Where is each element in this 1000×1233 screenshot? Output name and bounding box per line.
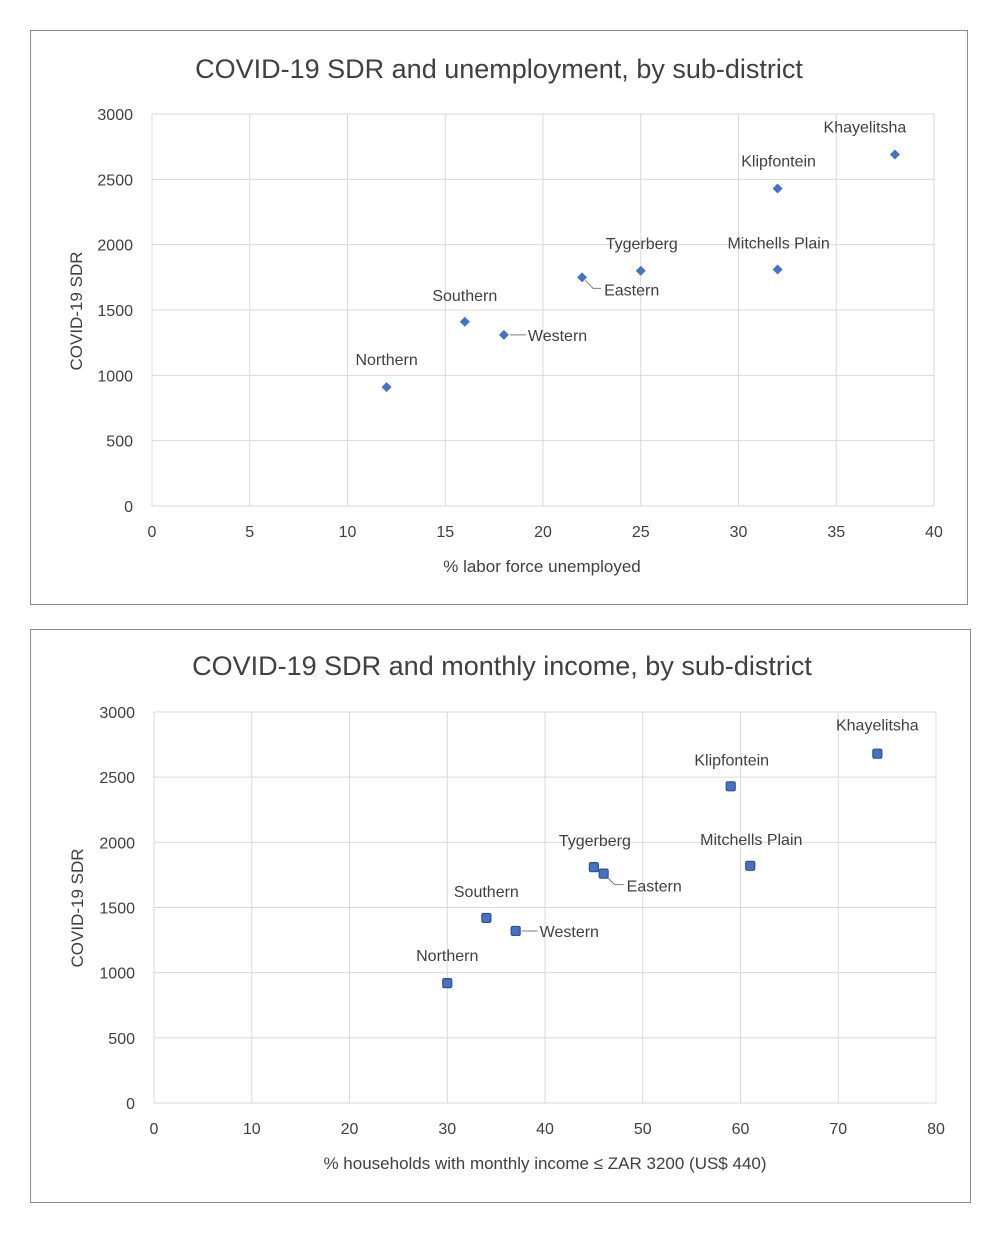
x-tick-label: 80 [927, 1121, 945, 1138]
x-tick-label: 40 [536, 1121, 554, 1138]
data-point-marker [459, 316, 470, 327]
scatter-chart-income: 0 10 20 30 40 50 60 70 80 0 500 1000 1500 2000 2500 300… [68, 651, 945, 1173]
x-tick-label: 5 [245, 524, 254, 541]
data-point-label: Mitchells Plain [700, 832, 802, 849]
x-tick-label: 35 [827, 524, 845, 541]
data-point-marker [772, 183, 783, 194]
data-point-marker [598, 868, 609, 879]
label-leader-line [584, 279, 602, 289]
y-tick-label: 2500 [99, 770, 135, 787]
data-point-label: Eastern [627, 879, 682, 896]
y-tick-label: 500 [108, 1031, 135, 1048]
x-axis-label: % labor force unemployed [443, 557, 641, 576]
data-point-marker [381, 382, 392, 393]
x-tick-label: 20 [341, 1121, 359, 1138]
x-tick-label: 0 [150, 1121, 159, 1138]
y-tick-label: 1000 [99, 966, 135, 983]
x-tick-label: 10 [339, 524, 357, 541]
x-tick-label: 30 [438, 1121, 456, 1138]
data-point-marker [442, 977, 453, 989]
x-tick-label: 30 [730, 524, 748, 541]
x-tick-label: 25 [632, 524, 650, 541]
data-point-marker [872, 748, 883, 759]
data-point-marker [745, 860, 756, 871]
chart-title: COVID-19 SDR and monthly income, by sub-… [192, 651, 812, 681]
data-point-label: Khayelitsha [824, 120, 907, 137]
data-point-label: Tygerberg [606, 236, 678, 253]
data-point-label: Northern [355, 352, 417, 369]
data-point-label: Southern [454, 884, 519, 901]
data-point-label: Mitchells Plain [727, 235, 829, 252]
data-point-label: Klipfontein [741, 153, 816, 170]
x-tick-label: 50 [634, 1121, 652, 1138]
y-tick-label: 3000 [97, 107, 133, 124]
y-tick-label: 2000 [99, 835, 135, 852]
data-point-marker [498, 329, 509, 340]
data-point-marker [725, 781, 736, 792]
chart-title: COVID-19 SDR and unemployment, by sub-di… [195, 54, 803, 84]
label-leader-line [606, 876, 624, 886]
y-axis-label: COVID-19 SDR [67, 251, 86, 370]
x-tick-label: 40 [925, 524, 943, 541]
y-tick-label: 1000 [97, 368, 133, 385]
y-tick-label: 1500 [97, 303, 133, 320]
chart-panel-unemployment: 0 5 10 15 20 25 30 35 40 0 500 1000 1500 2000 2500 3000… [30, 30, 968, 605]
y-tick-label: 0 [124, 499, 133, 516]
chart-panel-income: 0 10 20 30 40 50 60 70 80 0 500 1000 1500 2000 2500 300… [30, 629, 971, 1203]
x-tick-label: 15 [436, 524, 454, 541]
y-tick-label: 2500 [97, 172, 133, 189]
y-axis-label: COVID-19 SDR [68, 848, 87, 967]
data-point-marker [889, 149, 900, 160]
data-point-marker [635, 265, 646, 276]
data-point-label: Western [540, 924, 599, 941]
data-point-label: Tygerberg [559, 833, 631, 850]
data-point-label: Western [528, 328, 587, 345]
y-tick-label: 0 [126, 1096, 135, 1113]
x-tick-label: 60 [732, 1121, 750, 1138]
data-point-marker [577, 272, 588, 283]
y-tick-label: 1500 [99, 901, 135, 918]
x-tick-label: 70 [829, 1121, 847, 1138]
x-axis-label: % households with monthly income ≤ ZAR 3… [323, 1154, 766, 1173]
data-point-label: Northern [416, 948, 478, 965]
data-point-marker [481, 912, 492, 924]
scatter-chart-unemployment: 0 5 10 15 20 25 30 35 40 0 500 1000 1500 2000 2500 3000… [67, 54, 943, 576]
data-point-label: Southern [432, 288, 497, 305]
data-point-label: Eastern [604, 282, 659, 299]
y-tick-label: 3000 [99, 705, 135, 722]
data-point-marker [510, 925, 521, 937]
data-point-marker [772, 264, 783, 275]
x-tick-label: 10 [243, 1121, 261, 1138]
data-point-label: Klipfontein [694, 752, 769, 769]
y-tick-label: 2000 [97, 238, 133, 255]
data-point-label: Khayelitsha [836, 718, 919, 735]
data-point-marker [588, 861, 599, 873]
x-tick-label: 20 [534, 524, 552, 541]
x-tick-label: 0 [148, 524, 157, 541]
y-tick-label: 500 [106, 434, 133, 451]
